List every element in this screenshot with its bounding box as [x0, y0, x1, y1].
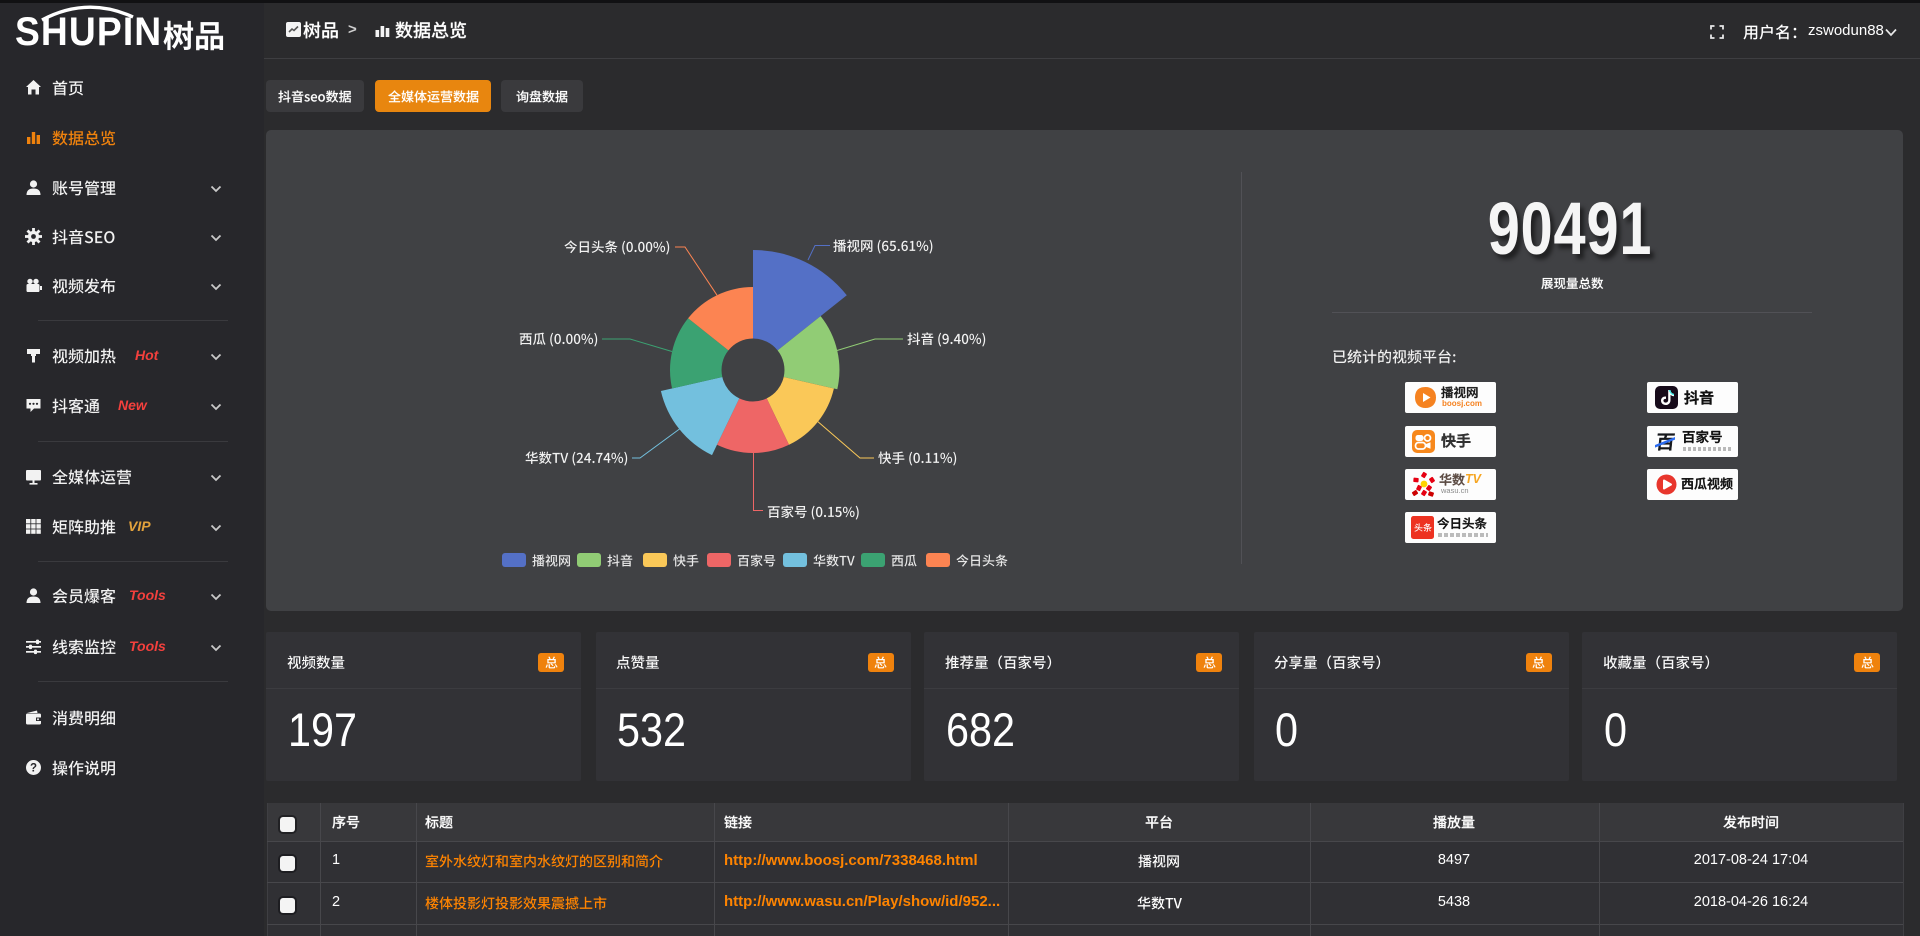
svg-text:?: ? — [30, 763, 37, 775]
